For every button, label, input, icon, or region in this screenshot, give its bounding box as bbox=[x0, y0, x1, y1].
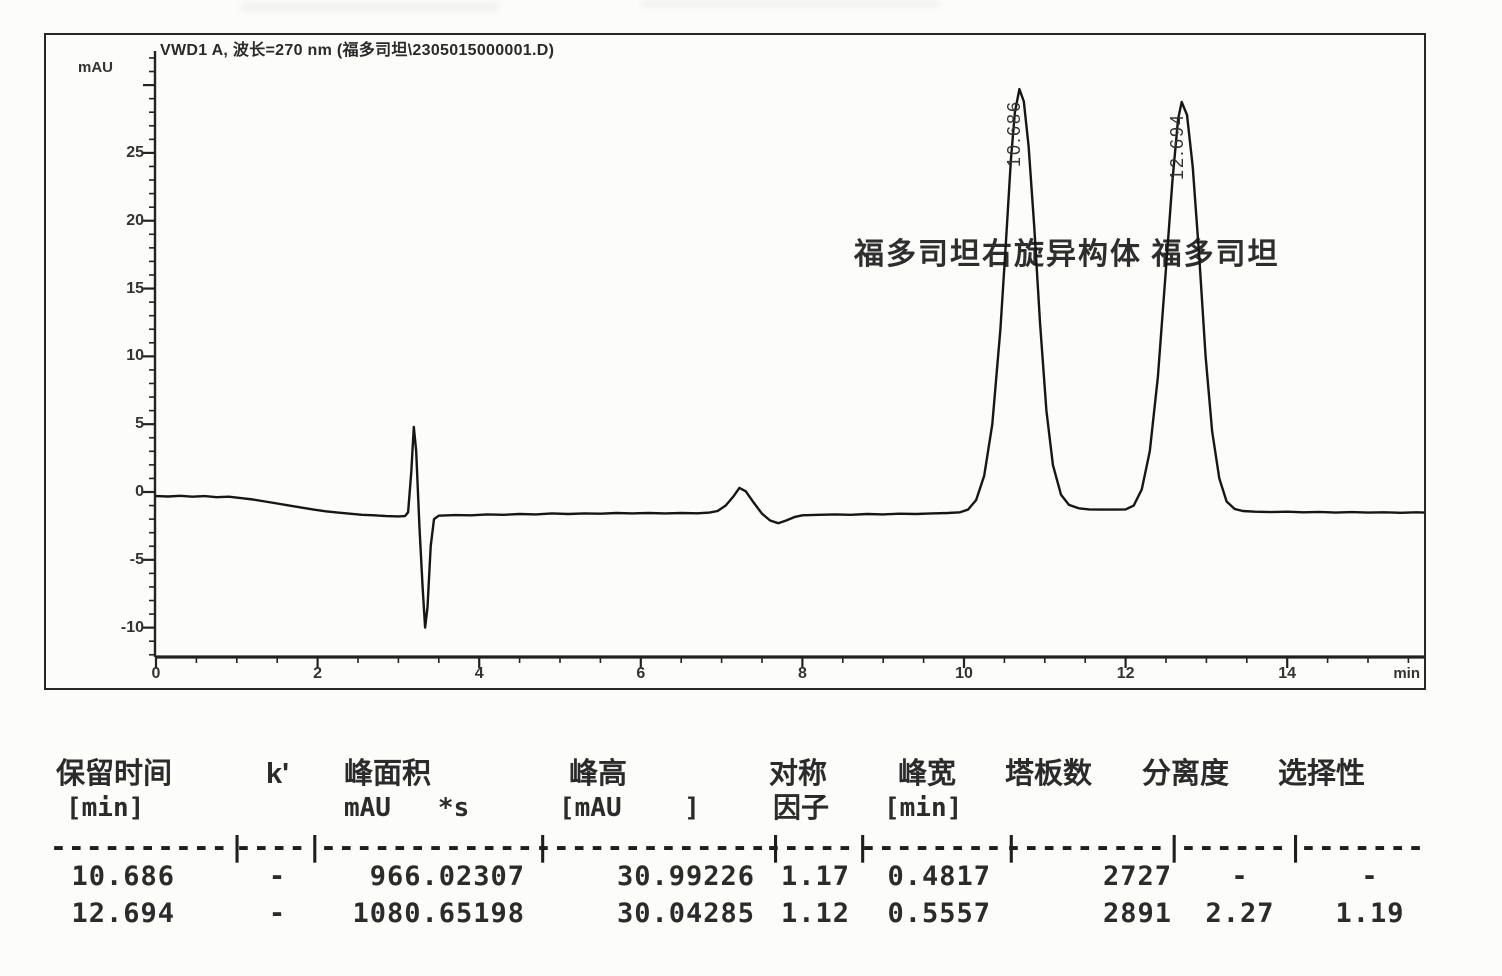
table-header-cell: [mAU ] bbox=[559, 793, 700, 823]
chromatogram-panel: 福多司坦右旋异构体 福多司坦 VWD1 A, 波长=270 nm (福多司坦\2… bbox=[44, 33, 1426, 690]
scan-artifact bbox=[240, 2, 500, 12]
table-cell: 966.02307 bbox=[369, 861, 525, 892]
table-header-cell: [min] bbox=[884, 793, 963, 823]
table-header-cell bbox=[1180, 792, 1300, 824]
axes bbox=[153, 51, 1424, 659]
table-header-cell: 峰宽 bbox=[898, 758, 957, 790]
results-table: 保留时间 k' 峰面积 峰高 对称 峰宽 塔板数 分离度 选择性 [min] mAU *s [mAU … bbox=[50, 756, 1440, 932]
table-header-cell bbox=[1005, 792, 1180, 824]
table-header-cell: 保留时间 bbox=[56, 758, 173, 790]
table-cell: 10.686 bbox=[71, 861, 175, 892]
table-separator-cell: ---------| bbox=[1005, 830, 1184, 863]
table-separator-cell: -------------| bbox=[535, 830, 786, 863]
x-tick-label: 8 bbox=[797, 665, 807, 682]
scan-artifact bbox=[640, 0, 940, 8]
y-tick-label: 5 bbox=[135, 415, 144, 433]
x-tick-label: 6 bbox=[636, 665, 646, 682]
table-cell: 1.19 bbox=[1335, 898, 1405, 929]
x-tick-label: 4 bbox=[474, 665, 484, 682]
table-header-row: [min] mAU *s [mAU ] 因子 [min] bbox=[50, 792, 1440, 824]
table-cell: 2.27 bbox=[1205, 898, 1275, 929]
table-header-cell: 因子 bbox=[773, 792, 830, 823]
table-cell: 1.17 bbox=[780, 861, 850, 892]
peak-annotation: 福多司坦右旋异构体 福多司坦 bbox=[854, 238, 1280, 271]
y-axis-unit: mAU bbox=[78, 59, 114, 76]
peak-retention-label: 12.694 bbox=[1166, 112, 1187, 181]
table-cell: 12.694 bbox=[71, 898, 175, 929]
table-header-cell bbox=[1300, 792, 1440, 824]
x-tick-label: 12 bbox=[1116, 665, 1135, 682]
table-cell: - bbox=[268, 861, 287, 892]
y-tick-label: 0 bbox=[135, 483, 144, 500]
table-separator-cell: ----------| bbox=[50, 830, 247, 863]
table-header-cell: 塔板数 bbox=[1005, 758, 1093, 790]
x-tick-label: 0 bbox=[151, 665, 161, 682]
table-header-cell: 峰高 bbox=[569, 758, 628, 790]
table-header-cell: 分离度 bbox=[1142, 758, 1230, 790]
table-header-cell: 对称 bbox=[769, 758, 828, 790]
chromatogram-trace bbox=[155, 87, 1424, 629]
table-header-cell: mAU *s bbox=[344, 793, 470, 823]
y-tick-label: 25 bbox=[126, 143, 144, 161]
table-cell: 1080.65198 bbox=[352, 898, 525, 929]
table-header-row: 保留时间 k' 峰面积 峰高 对称 峰宽 塔板数 分离度 选择性 bbox=[50, 756, 1440, 792]
table-header-cell: 峰面积 bbox=[344, 758, 432, 790]
y-tick-label: -5 bbox=[129, 550, 144, 568]
table-separator-cell: --------| bbox=[860, 830, 1021, 863]
y-tick-label: 20 bbox=[126, 211, 144, 229]
table-cell: - bbox=[268, 898, 287, 929]
table-cell: 1.12 bbox=[780, 898, 850, 929]
table-cell: - bbox=[1361, 861, 1379, 892]
chromatogram-title: VWD1 A, 波长=270 nm (福多司坦\2305015000001.D) bbox=[160, 42, 555, 59]
table-cell: 0.4817 bbox=[887, 861, 991, 892]
chromatogram-plot bbox=[143, 51, 1424, 668]
table-separator-cell: ------| bbox=[1180, 830, 1306, 863]
table-header-cell: [min] bbox=[66, 793, 145, 823]
table-cell: 30.04285 bbox=[616, 898, 755, 929]
table-cell: 30.99226 bbox=[616, 861, 755, 892]
table-separator-cell: ------- bbox=[1300, 830, 1426, 863]
table-separator-cell: -----| bbox=[765, 830, 873, 863]
x-tick-label: 2 bbox=[313, 665, 323, 682]
table-separator-row: ----------| ----| ------------| -----------… bbox=[50, 824, 1440, 863]
table-cell: 2727 bbox=[1102, 861, 1172, 892]
table-row: 12.694 - 1080.65198 30.04285 1.12 0.5557 2891 2… bbox=[50, 895, 1440, 932]
table-cell: - bbox=[1231, 861, 1249, 892]
y-tick-label: -10 bbox=[120, 618, 144, 636]
x-axis-unit: min bbox=[1393, 665, 1420, 682]
y-tick-label: 10 bbox=[126, 347, 144, 365]
table-header-cell: k' bbox=[265, 758, 290, 790]
table-cell: 2891 bbox=[1102, 898, 1172, 929]
table-row: 10.686 - 966.02307 30.99226 1.17 0.4817 2727 - - bbox=[50, 858, 1440, 895]
x-tick-label: 14 bbox=[1278, 665, 1297, 682]
y-tick-label: 15 bbox=[126, 279, 144, 297]
axis-ticks bbox=[143, 57, 1410, 668]
table-header-cell: 选择性 bbox=[1278, 758, 1366, 790]
table-header-cell bbox=[235, 792, 320, 824]
peak-retention-label: 10.686 bbox=[1004, 100, 1025, 168]
x-tick-label: 10 bbox=[955, 665, 973, 682]
table-separator-cell: ----| bbox=[235, 830, 325, 863]
table-separator-cell: ------------| bbox=[320, 830, 553, 863]
table-cell: 0.5557 bbox=[887, 898, 991, 929]
